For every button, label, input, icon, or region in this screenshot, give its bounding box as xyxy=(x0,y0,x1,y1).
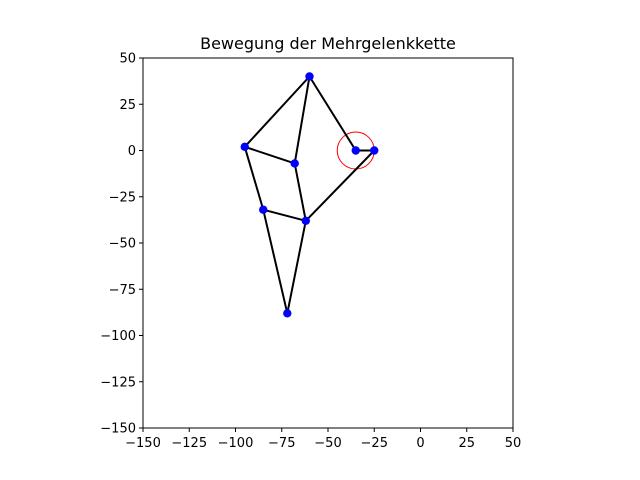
link-4 xyxy=(243,145,265,211)
link-5 xyxy=(293,162,307,222)
y-tick-label: 0 xyxy=(128,144,136,159)
x-tick-label: 0 xyxy=(416,436,424,451)
link-7 xyxy=(262,208,289,315)
link-6 xyxy=(262,208,307,222)
joint-point-5 xyxy=(283,309,292,318)
x-tick-label: 25 xyxy=(458,436,475,451)
x-tick-label: −25 xyxy=(361,436,388,451)
y-tick-label: 25 xyxy=(119,98,136,113)
x-tick-label: −125 xyxy=(171,436,207,451)
link-1 xyxy=(293,75,311,165)
y-tick-label: −100 xyxy=(100,329,136,344)
x-tick-label: −100 xyxy=(218,436,254,451)
y-tick-label: 50 xyxy=(119,52,136,67)
link-3 xyxy=(243,145,296,165)
y-tick-label: −75 xyxy=(109,283,136,298)
joint-point-7 xyxy=(370,146,379,155)
x-tick-label: −50 xyxy=(314,436,341,451)
joint-point-4 xyxy=(301,216,310,225)
joint-point-3 xyxy=(259,205,268,214)
joint-point-6 xyxy=(351,146,360,155)
x-axis: −150 −125 −100 −75 −50 −25 0 25 50 xyxy=(125,428,521,451)
joint-point-0 xyxy=(305,72,314,81)
chart-title: Bewegung der Mehrgelenkkette xyxy=(200,34,456,53)
joint-point-2 xyxy=(290,159,299,168)
plot-area xyxy=(240,72,379,318)
y-tick-label: −50 xyxy=(109,237,136,252)
x-tick-label: −150 xyxy=(125,436,161,451)
joint-point-1 xyxy=(240,142,249,151)
y-tick-label: −125 xyxy=(100,375,136,390)
link-9 xyxy=(304,149,376,222)
y-axis: −150 −125 −100 −75 −50 −25 0 25 50 xyxy=(100,52,143,437)
y-tick-label: −150 xyxy=(100,422,136,437)
link-8 xyxy=(286,219,307,315)
x-tick-label: −75 xyxy=(268,436,295,451)
axes-frame xyxy=(142,57,514,429)
y-tick-label: −25 xyxy=(109,190,136,205)
link-2 xyxy=(308,75,357,152)
link-0 xyxy=(243,75,311,148)
x-tick-label: 50 xyxy=(505,436,522,451)
